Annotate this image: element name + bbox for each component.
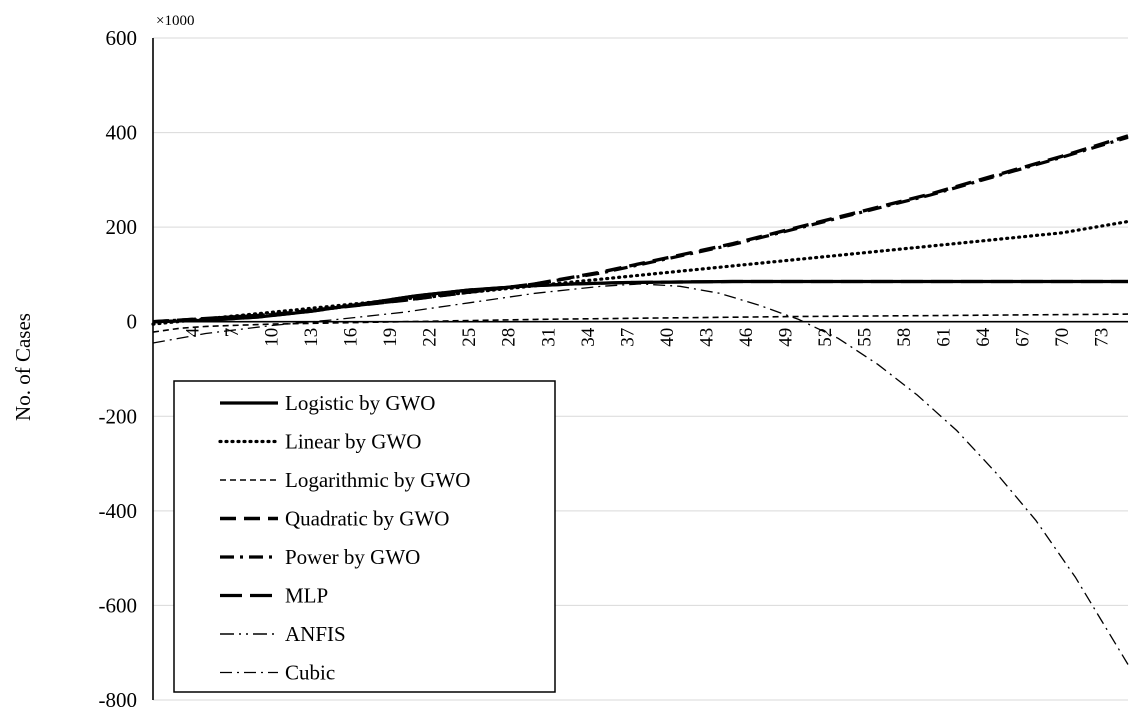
y-axis-label: No. of Cases <box>11 313 35 421</box>
series-line <box>151 219 1130 326</box>
y-tick-labels: 600 400 200 0 -200 -400 -600 -800 <box>99 26 138 712</box>
x-tick-label: 4 <box>183 327 204 337</box>
x-tick-label: 70 <box>1052 328 1073 347</box>
x-tick-label: 13 <box>301 328 322 347</box>
x-tick-label: 22 <box>420 328 441 347</box>
y-tick-label: -200 <box>99 404 138 428</box>
x-tick-label: 46 <box>736 328 757 347</box>
x-tick-label: 10 <box>262 328 283 347</box>
series-line <box>152 280 1128 323</box>
x-tick-label: 40 <box>657 328 678 347</box>
y-tick-label: 400 <box>106 121 138 145</box>
x-tick-label: 7 <box>222 328 243 338</box>
x-tick-label: 25 <box>459 328 480 347</box>
series-line <box>152 135 1129 324</box>
x-tick-label: 28 <box>499 328 520 347</box>
legend-box <box>173 380 556 693</box>
x-tick-labels: 4 7 10 13 16 19 22 25 28 31 34 37 40 43 46 49 52 55 58 61 64… <box>183 327 1113 347</box>
series-lines <box>151 134 1130 665</box>
x-tick-label: 58 <box>894 328 915 347</box>
y-multiplier-label: ×1000 <box>156 13 194 29</box>
legend-label: Linear by GWO <box>285 430 421 454</box>
y-tick-label: 600 <box>106 26 138 50</box>
legend-label: ANFIS <box>285 622 346 646</box>
x-tick-label: 34 <box>578 327 599 347</box>
y-tick-label: -600 <box>99 593 138 617</box>
y-tick-label: 200 <box>106 215 138 239</box>
x-tick-label: 73 <box>1092 328 1113 347</box>
y-tick-label: -400 <box>99 499 138 523</box>
x-tick-label: 64 <box>973 327 994 347</box>
legend-label: Power by GWO <box>285 545 420 569</box>
x-tick-label: 19 <box>380 328 401 347</box>
x-tick-label: 43 <box>696 328 717 347</box>
series-line <box>152 279 1128 324</box>
legend: Logistic by GWO Linear by GWO Logarithmic … <box>173 380 556 693</box>
x-tick-label: 61 <box>934 328 955 347</box>
legend-label: MLP <box>285 584 328 608</box>
legend-label: Logarithmic by GWO <box>285 468 470 492</box>
legend-label: Logistic by GWO <box>285 391 435 415</box>
x-tick-label: 67 <box>1013 328 1034 347</box>
legend-label: Cubic <box>285 661 335 685</box>
series-line <box>152 313 1129 333</box>
x-tick-label: 31 <box>538 328 559 347</box>
y-tick-label: -800 <box>99 688 138 712</box>
x-tick-label: 55 <box>854 328 875 347</box>
series-line <box>152 279 1128 324</box>
y-tick-label: 0 <box>127 310 138 334</box>
legend-label: Quadratic by GWO <box>285 507 449 531</box>
x-tick-label: 49 <box>775 328 796 347</box>
x-tick-label: 16 <box>341 328 362 347</box>
x-tick-label: 52 <box>815 328 836 347</box>
series-line <box>152 134 1129 324</box>
x-tick-label: 37 <box>617 328 638 347</box>
